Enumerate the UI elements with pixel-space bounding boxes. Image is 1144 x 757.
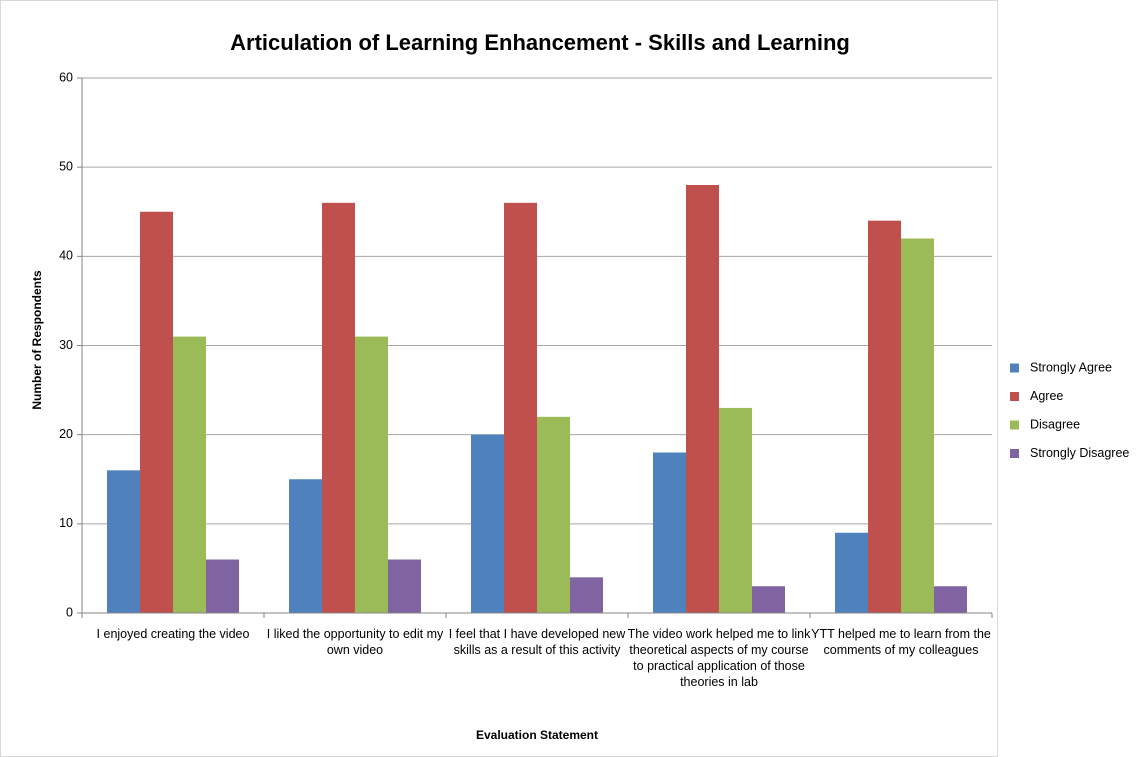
legend-swatch: [1010, 392, 1019, 401]
bar: [504, 202, 537, 614]
bar: [752, 586, 785, 613]
x-tick-label: I feel that I have developed new skills …: [448, 627, 626, 657]
bar: [289, 479, 322, 613]
x-tick-label: The video work helped me to link theoret…: [627, 627, 811, 689]
bar: [471, 434, 504, 613]
legend-swatch: [1010, 449, 1019, 458]
bar: [322, 202, 355, 614]
bar: [868, 220, 901, 613]
bar: [388, 559, 421, 613]
chart-title: Articulation of Learning Enhancement - S…: [230, 30, 850, 55]
legend-swatch: [1010, 420, 1019, 430]
x-axis-label: Evaluation Statement: [476, 728, 598, 742]
x-tick-label: YTT helped me to learn from the comments…: [811, 627, 991, 657]
bar: [537, 416, 570, 613]
x-tick-label: I liked the opportunity to edit my own v…: [266, 627, 444, 657]
legend-label: Disagree: [1030, 417, 1080, 431]
bar: [107, 470, 140, 613]
bar: [686, 185, 719, 613]
y-tick-label: 60: [59, 70, 73, 84]
bar: [835, 532, 868, 613]
legend-label: Strongly Agree: [1030, 360, 1112, 374]
bar: [901, 238, 934, 613]
bar: [719, 407, 752, 613]
y-tick-label: 40: [59, 249, 73, 263]
legend-label: Agree: [1030, 389, 1063, 403]
y-tick-label: 20: [59, 427, 73, 441]
bar: [140, 211, 173, 613]
legend-label: Strongly Disagree: [1030, 446, 1129, 460]
bar: [570, 577, 603, 613]
y-tick-label: 30: [59, 338, 73, 352]
bar: [934, 586, 967, 613]
bar: [173, 336, 206, 613]
bar: [206, 559, 239, 613]
y-tick-label: 10: [59, 516, 73, 530]
legend-swatch: [1010, 363, 1019, 373]
bar: [355, 336, 388, 613]
y-axis-label: Number of Respondents: [30, 270, 44, 410]
y-tick-label: 50: [59, 159, 73, 173]
x-tick-label: I enjoyed creating the video: [96, 627, 250, 641]
y-tick-label: 0: [66, 605, 73, 619]
bar: [653, 452, 686, 613]
